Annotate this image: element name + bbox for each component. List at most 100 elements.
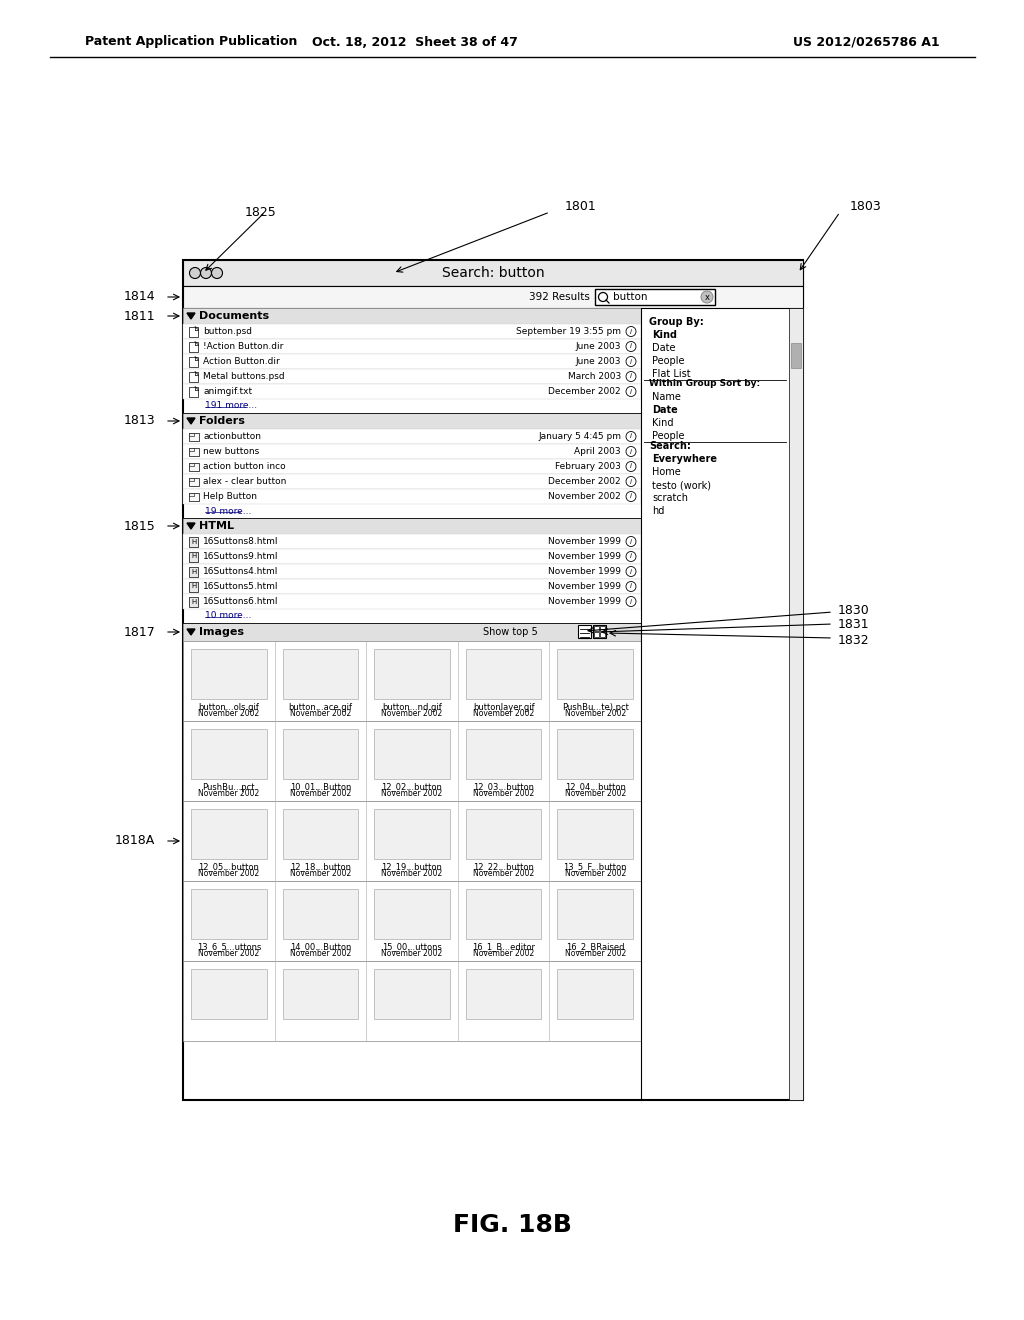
Bar	[183, 801, 641, 880]
Text: Metal buttons.psd: Metal buttons.psd	[203, 372, 285, 381]
Text: Folders: Folders	[199, 416, 245, 426]
Text: PushBu...te).pct: PushBu...te).pct	[562, 702, 629, 711]
Bar	[189, 536, 198, 546]
Bar	[600, 632, 605, 638]
Bar	[183, 444, 641, 459]
Bar	[189, 462, 199, 470]
Bar	[183, 579, 641, 594]
Text: 10_01...Button: 10_01...Button	[290, 783, 351, 792]
Text: i: i	[630, 433, 632, 440]
Bar	[557, 888, 633, 939]
Text: November 2002: November 2002	[473, 949, 535, 958]
Bar	[189, 566, 198, 577]
Text: November 2002: November 2002	[564, 789, 626, 799]
Text: 1814: 1814	[123, 290, 155, 304]
Bar	[283, 888, 358, 939]
Text: November 2002: November 2002	[381, 870, 442, 879]
Text: 1831: 1831	[838, 618, 869, 631]
Text: 12_05...button: 12_05...button	[199, 862, 259, 871]
Text: 19 more...: 19 more...	[205, 507, 251, 516]
Text: i: i	[630, 329, 632, 334]
Text: June 2003: June 2003	[575, 342, 621, 351]
Bar	[189, 342, 198, 351]
Text: 16Suttons4.html: 16Suttons4.html	[203, 568, 279, 576]
Text: Name: Name	[652, 392, 681, 403]
Bar	[283, 649, 358, 700]
Bar	[557, 729, 633, 779]
Text: 191 more...: 191 more...	[205, 401, 257, 411]
Text: HTML: HTML	[199, 521, 234, 531]
Polygon shape	[187, 523, 195, 529]
Text: actionbutton: actionbutton	[203, 432, 261, 441]
Bar	[466, 809, 542, 859]
Text: November 2002: November 2002	[199, 870, 259, 879]
Text: x: x	[705, 293, 710, 301]
Text: 14_00...Button: 14_00...Button	[290, 942, 351, 952]
Text: November 2002: November 2002	[199, 949, 259, 958]
Text: January 5 4:45 pm: January 5 4:45 pm	[538, 432, 621, 441]
Text: 16Suttons9.html: 16Suttons9.html	[203, 552, 279, 561]
Text: June 2003: June 2003	[575, 356, 621, 366]
Bar	[595, 289, 715, 305]
Text: 1815: 1815	[123, 520, 155, 532]
Text: November 1999: November 1999	[548, 552, 621, 561]
Bar	[183, 474, 641, 488]
Text: Search:: Search:	[649, 441, 691, 451]
Text: 392 Results: 392 Results	[529, 292, 590, 302]
Circle shape	[201, 268, 212, 279]
Bar	[557, 969, 633, 1019]
Text: November 1999: November 1999	[548, 537, 621, 546]
Bar	[183, 323, 641, 339]
Text: H: H	[190, 569, 197, 574]
Bar	[466, 969, 542, 1019]
Text: button...nd.gif: button...nd.gif	[382, 702, 442, 711]
Text: 10 more...: 10 more...	[205, 611, 251, 620]
Bar	[189, 492, 194, 495]
Text: Home: Home	[652, 467, 681, 477]
Text: November 2002: November 2002	[564, 710, 626, 718]
Bar	[189, 326, 198, 337]
Circle shape	[701, 290, 713, 304]
Text: November 1999: November 1999	[548, 597, 621, 606]
Text: November 2002: November 2002	[473, 710, 535, 718]
Text: Date: Date	[652, 343, 676, 352]
Bar	[183, 564, 641, 579]
Text: November 2002: November 2002	[473, 789, 535, 799]
Text: i: i	[630, 374, 632, 380]
Bar	[189, 552, 198, 561]
Text: Everywhere: Everywhere	[652, 454, 717, 465]
Text: September 19 3:55 pm: September 19 3:55 pm	[516, 327, 621, 337]
Bar	[189, 433, 199, 441]
Text: November 2002: November 2002	[290, 949, 351, 958]
Text: People: People	[652, 356, 684, 366]
Bar	[191, 649, 266, 700]
Bar	[183, 594, 641, 609]
Text: Action Button.dir: Action Button.dir	[203, 356, 280, 366]
Bar	[183, 880, 641, 961]
Text: November 2002: November 2002	[564, 949, 626, 958]
Text: 1818A: 1818A	[115, 834, 155, 847]
Text: 1832: 1832	[838, 634, 869, 647]
Text: November 2002: November 2002	[290, 789, 351, 799]
Bar	[183, 370, 641, 384]
Bar	[374, 729, 450, 779]
Text: November 2002: November 2002	[199, 789, 259, 799]
Bar	[183, 413, 641, 429]
Text: November 2002: November 2002	[548, 492, 621, 502]
Text: 1830: 1830	[838, 603, 869, 616]
Text: 15_00...uttons: 15_00...uttons	[382, 942, 442, 952]
Text: Show top 5: Show top 5	[483, 627, 538, 638]
Text: 16Suttons6.html: 16Suttons6.html	[203, 597, 279, 606]
Bar	[600, 626, 605, 631]
Text: 12_18...button: 12_18...button	[290, 862, 351, 871]
Bar	[374, 888, 450, 939]
Text: March 2003: March 2003	[567, 372, 621, 381]
Bar	[791, 343, 801, 368]
Text: i: i	[630, 343, 632, 350]
Text: 12_03...button: 12_03...button	[473, 783, 535, 792]
Bar	[183, 354, 641, 370]
Text: 1817: 1817	[123, 626, 155, 639]
Text: new buttons: new buttons	[203, 447, 259, 455]
Bar	[183, 535, 641, 549]
Text: Search: button: Search: button	[441, 267, 545, 280]
